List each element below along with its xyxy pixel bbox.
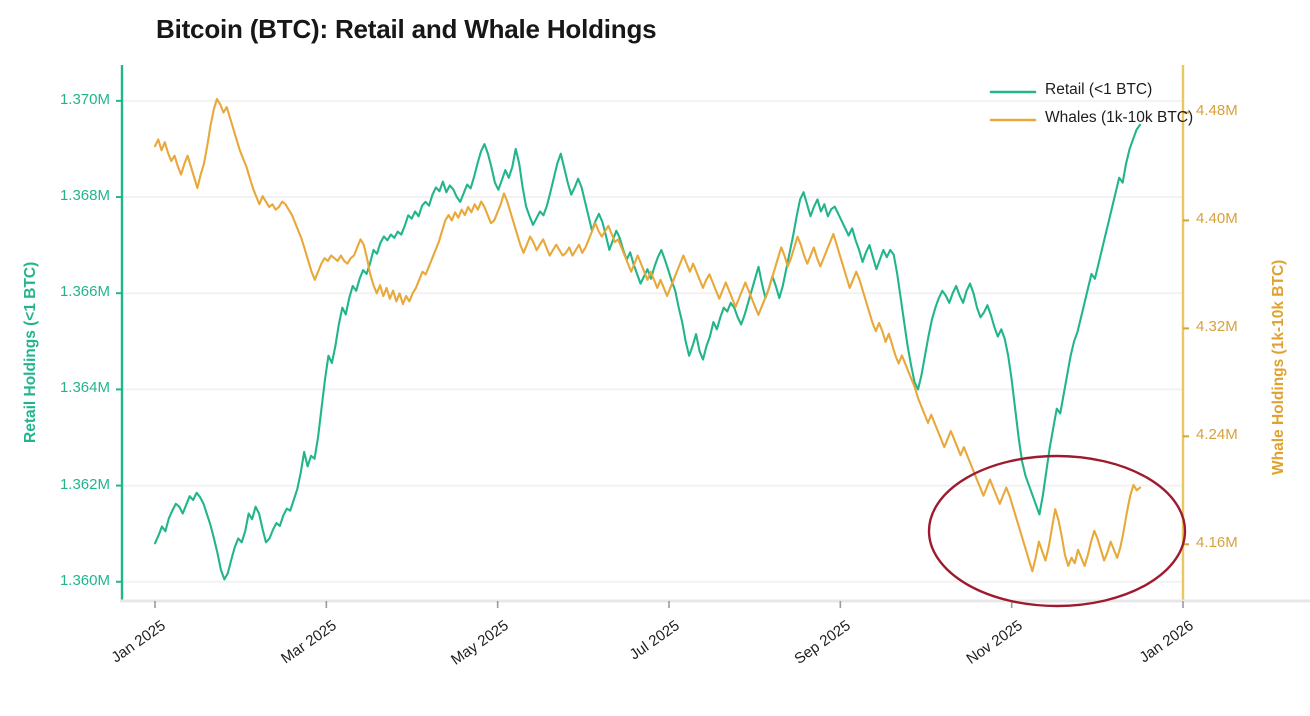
annotation-group [927,454,1187,608]
y-left-tick-label: 1.362M [59,475,110,493]
gridlines-group [122,99,1183,583]
y-right-tick-label: 4.24M [1196,426,1238,444]
y-right-tick-label: 4.40M [1196,210,1238,228]
y-left-tick-label: 1.370M [59,90,110,108]
y-left-tick-label: 1.366M [59,283,110,301]
y-left-tick-label: 1.364M [59,379,110,397]
chart-title: Bitcoin (BTC): Retail and Whale Holdings [156,14,657,44]
data-series-group [153,97,1142,581]
y-axis-right-title: Whale Holdings (1k-10k BTC) [1270,259,1287,475]
legend-swatches-group [989,90,1037,122]
y-right-tick-label: 4.32M [1196,318,1238,336]
axis-ticks-group [116,99,1189,608]
y-axis-left-title: Retail Holdings (<1 BTC) [22,261,39,443]
y-right-tick-label: 4.48M [1196,102,1238,120]
y-right-tick-label: 4.16M [1196,534,1238,552]
axis-spines-group [120,65,1310,603]
legend-label-whales[interactable]: Whales (1k-10k BTC) [1045,109,1194,126]
y-left-tick-label: 1.360M [59,571,110,589]
y-left-tick-label: 1.368M [59,187,110,205]
legend-label-retail[interactable]: Retail (<1 BTC) [1045,81,1153,98]
